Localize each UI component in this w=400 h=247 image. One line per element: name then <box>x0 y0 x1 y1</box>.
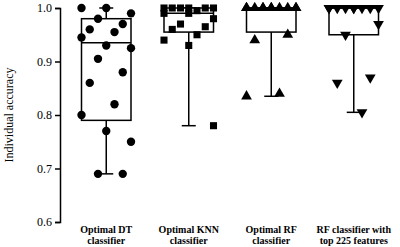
y-tick: 1.0 <box>37 1 60 15</box>
data-point <box>258 2 269 11</box>
y-tick-mark <box>55 222 60 224</box>
y-tick: 0.8 <box>37 108 60 122</box>
data-point <box>77 111 85 119</box>
data-point <box>193 31 200 38</box>
y-tick-label: 1.0 <box>37 1 52 15</box>
y-tick-label: 0.9 <box>37 55 52 69</box>
y-tick-label: 0.6 <box>37 215 52 229</box>
data-point <box>249 34 260 43</box>
data-point <box>86 25 94 33</box>
data-point <box>160 37 167 44</box>
data-point <box>210 15 217 22</box>
data-point <box>324 5 335 14</box>
y-tick: 0.7 <box>37 162 60 176</box>
data-point <box>77 4 85 12</box>
data-point <box>102 4 110 12</box>
y-axis-line <box>55 9 61 223</box>
data-point <box>169 4 176 11</box>
data-point <box>241 2 252 11</box>
box <box>82 19 132 121</box>
chart-svg: 0.6 0.7 0.8 0.9 1.0 Individual accuracy Optima… <box>0 0 400 247</box>
y-tick: 0.6 <box>37 215 60 229</box>
data-point <box>324 5 335 14</box>
x-tick-label: RF classifier withtop 225 features <box>317 224 392 246</box>
data-point <box>169 26 176 33</box>
y-axis-title: Individual accuracy <box>2 68 16 163</box>
box-group <box>160 4 217 129</box>
data-point <box>202 23 209 30</box>
data-point <box>102 127 110 135</box>
data-point <box>202 4 209 11</box>
lower-whisker <box>271 32 273 96</box>
box <box>164 8 214 32</box>
y-tick-mark <box>55 61 60 63</box>
data-point <box>210 122 217 129</box>
data-point <box>373 21 384 30</box>
lower-whisker <box>353 35 355 113</box>
data-point <box>185 42 192 49</box>
data-point <box>177 4 184 11</box>
data-point <box>241 90 252 99</box>
box <box>247 8 297 32</box>
y-tick-label: 0.7 <box>37 162 52 176</box>
box-group <box>241 2 301 99</box>
x-tick-label: Optimal RFclassifier <box>246 224 297 246</box>
data-point <box>241 2 252 11</box>
data-point <box>110 28 118 36</box>
data-point <box>160 10 167 17</box>
data-point <box>291 2 302 11</box>
data-point <box>282 29 293 38</box>
data-point <box>119 170 127 178</box>
data-point <box>348 5 359 14</box>
data-point <box>94 15 102 23</box>
data-point <box>340 32 351 41</box>
min-cap <box>182 125 196 127</box>
box-group <box>77 4 135 178</box>
y-tick-mark <box>55 168 60 170</box>
y-axis: 0.6 0.7 0.8 0.9 1.0 <box>37 1 61 229</box>
data-point <box>177 21 184 28</box>
y-tick-label: 0.8 <box>37 108 52 122</box>
data-point <box>258 2 269 11</box>
data-point <box>348 5 359 14</box>
data-point <box>127 138 135 146</box>
data-point <box>110 100 118 108</box>
y-tick-mark <box>55 115 60 117</box>
data-point <box>291 2 302 11</box>
data-point <box>119 68 127 76</box>
box-group <box>324 5 384 119</box>
data-point <box>102 41 110 49</box>
data-point <box>127 9 135 17</box>
data-point <box>86 79 94 87</box>
data-point <box>210 4 217 11</box>
x-tick-label: Optimal DTclassifier <box>80 224 132 246</box>
data-point <box>193 7 200 14</box>
data-point <box>274 87 285 96</box>
plot-marks <box>77 2 384 178</box>
data-point <box>94 170 102 178</box>
data-point <box>127 44 135 52</box>
y-tick: 0.9 <box>37 55 60 69</box>
x-tick-label: Optimal KNNclassifier <box>159 224 220 246</box>
data-point <box>365 74 376 83</box>
data-point <box>332 80 343 89</box>
chart-container: 0.6 0.7 0.8 0.9 1.0 Individual accuracy Optima… <box>0 0 400 247</box>
data-point <box>357 109 368 118</box>
data-point <box>77 33 85 41</box>
y-tick-mark <box>55 8 60 10</box>
data-point <box>119 20 127 28</box>
data-point <box>185 10 192 17</box>
data-point <box>94 55 102 63</box>
